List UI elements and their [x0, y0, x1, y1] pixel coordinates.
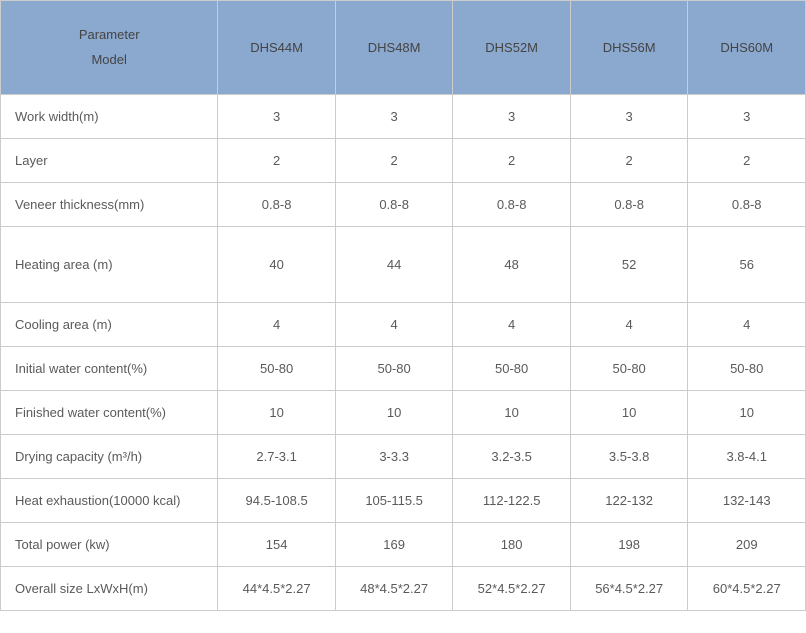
table-row: Veneer thickness(mm)0.8-80.8-80.8-80.8-8… — [1, 183, 806, 227]
table-row: Overall size LxWxH(m)44*4.5*2.2748*4.5*2… — [1, 567, 806, 611]
cell-value: 60*4.5*2.27 — [688, 567, 806, 611]
cell-value: 169 — [335, 523, 453, 567]
cell-value: 0.8-8 — [453, 183, 571, 227]
cell-value: 10 — [453, 391, 571, 435]
cell-value: 50-80 — [570, 347, 688, 391]
cell-value: 2 — [335, 139, 453, 183]
cell-value: 3 — [218, 95, 336, 139]
cell-value: 105-115.5 — [335, 479, 453, 523]
cell-value: 122-132 — [570, 479, 688, 523]
cell-value: 10 — [335, 391, 453, 435]
table-row: Heating area (m)4044485256 — [1, 227, 806, 303]
row-label: Drying capacity (m³/h) — [1, 435, 218, 479]
cell-value: 10 — [570, 391, 688, 435]
cell-value: 52 — [570, 227, 688, 303]
cell-value: 48 — [453, 227, 571, 303]
row-label: Work width(m) — [1, 95, 218, 139]
cell-value: 50-80 — [218, 347, 336, 391]
row-label: Overall size LxWxH(m) — [1, 567, 218, 611]
cell-value: 3 — [570, 95, 688, 139]
cell-value: 10 — [688, 391, 806, 435]
cell-value: 180 — [453, 523, 571, 567]
cell-value: 3 — [688, 95, 806, 139]
cell-value: 2 — [570, 139, 688, 183]
cell-value: 3.8-4.1 — [688, 435, 806, 479]
table-row: Drying capacity (m³/h)2.7-3.13-3.33.2-3.… — [1, 435, 806, 479]
table-row: Work width(m)33333 — [1, 95, 806, 139]
table-row: Layer22222 — [1, 139, 806, 183]
cell-value: 0.8-8 — [218, 183, 336, 227]
cell-value: 198 — [570, 523, 688, 567]
cell-value: 56*4.5*2.27 — [570, 567, 688, 611]
cell-value: 4 — [570, 303, 688, 347]
cell-value: 2 — [453, 139, 571, 183]
cell-value: 50-80 — [335, 347, 453, 391]
cell-value: 44 — [335, 227, 453, 303]
cell-value: 4 — [453, 303, 571, 347]
cell-value: 52*4.5*2.27 — [453, 567, 571, 611]
cell-value: 112-122.5 — [453, 479, 571, 523]
header-model-2: DHS52M — [453, 1, 571, 95]
cell-value: 3 — [335, 95, 453, 139]
row-label: Heating area (m) — [1, 227, 218, 303]
cell-value: 50-80 — [688, 347, 806, 391]
cell-value: 0.8-8 — [570, 183, 688, 227]
spec-table: Parameter Model DHS44M DHS48M DHS52M DHS… — [0, 0, 806, 611]
table-row: Total power (kw)154169180198209 — [1, 523, 806, 567]
row-label: Initial water content(%) — [1, 347, 218, 391]
table-row: Heat exhaustion(10000 kcal)94.5-108.5105… — [1, 479, 806, 523]
table-row: Cooling area (m)44444 — [1, 303, 806, 347]
row-label: Cooling area (m) — [1, 303, 218, 347]
cell-value: 209 — [688, 523, 806, 567]
header-parameter-model: Parameter Model — [1, 1, 218, 95]
cell-value: 2 — [218, 139, 336, 183]
cell-value: 3-3.3 — [335, 435, 453, 479]
cell-value: 56 — [688, 227, 806, 303]
header-model-0: DHS44M — [218, 1, 336, 95]
cell-value: 4 — [688, 303, 806, 347]
spec-table-container: Parameter Model DHS44M DHS48M DHS52M DHS… — [0, 0, 806, 611]
cell-value: 3.2-3.5 — [453, 435, 571, 479]
cell-value: 0.8-8 — [335, 183, 453, 227]
cell-value: 0.8-8 — [688, 183, 806, 227]
table-row: Initial water content(%)50-8050-8050-805… — [1, 347, 806, 391]
header-parameter-label: Parameter — [15, 23, 203, 48]
header-model-4: DHS60M — [688, 1, 806, 95]
row-label: Total power (kw) — [1, 523, 218, 567]
row-label: Veneer thickness(mm) — [1, 183, 218, 227]
cell-value: 44*4.5*2.27 — [218, 567, 336, 611]
cell-value: 10 — [218, 391, 336, 435]
row-label: Heat exhaustion(10000 kcal) — [1, 479, 218, 523]
cell-value: 132-143 — [688, 479, 806, 523]
table-row: Finished water content(%)1010101010 — [1, 391, 806, 435]
header-model-1: DHS48M — [335, 1, 453, 95]
cell-value: 3 — [453, 95, 571, 139]
cell-value: 2.7-3.1 — [218, 435, 336, 479]
cell-value: 154 — [218, 523, 336, 567]
cell-value: 4 — [218, 303, 336, 347]
cell-value: 94.5-108.5 — [218, 479, 336, 523]
header-model-3: DHS56M — [570, 1, 688, 95]
table-body: Work width(m)33333Layer22222Veneer thick… — [1, 95, 806, 611]
cell-value: 48*4.5*2.27 — [335, 567, 453, 611]
cell-value: 50-80 — [453, 347, 571, 391]
row-label: Finished water content(%) — [1, 391, 218, 435]
cell-value: 4 — [335, 303, 453, 347]
row-label: Layer — [1, 139, 218, 183]
cell-value: 2 — [688, 139, 806, 183]
cell-value: 3.5-3.8 — [570, 435, 688, 479]
cell-value: 40 — [218, 227, 336, 303]
header-model-label: Model — [15, 48, 203, 73]
table-header-row: Parameter Model DHS44M DHS48M DHS52M DHS… — [1, 1, 806, 95]
